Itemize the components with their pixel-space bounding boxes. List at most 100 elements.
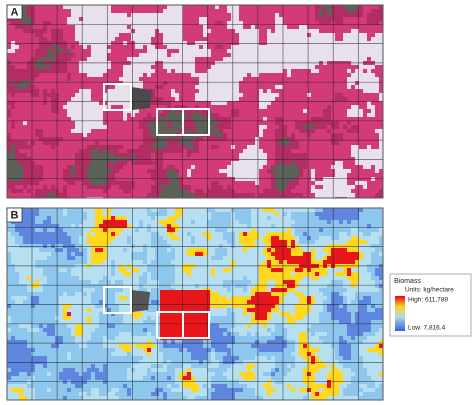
pixel: [95, 41, 99, 45]
pixel: [31, 25, 35, 29]
pixel: [379, 220, 383, 224]
pixel: [139, 41, 143, 45]
pixel: [131, 137, 135, 141]
pixel: [115, 129, 119, 133]
pixel: [91, 117, 95, 121]
pixel: [339, 77, 343, 81]
pixel: [199, 208, 203, 212]
pixel: [83, 45, 87, 49]
pixel: [143, 125, 147, 129]
pixel: [279, 49, 283, 53]
pixel: [87, 117, 91, 121]
pixel: [83, 85, 87, 89]
pixel: [311, 149, 315, 153]
pixel: [183, 29, 187, 33]
pixel: [263, 212, 267, 216]
pixel: [295, 193, 299, 197]
pixel: [207, 141, 211, 145]
pixel: [215, 21, 219, 25]
pixel: [15, 45, 19, 49]
pixel: [19, 109, 23, 113]
pixel: [351, 85, 355, 89]
pixel: [367, 141, 371, 145]
pixel: [303, 17, 307, 21]
pixel: [179, 37, 183, 41]
pixel: [87, 181, 91, 185]
pixel: [123, 53, 127, 57]
pixel: [7, 125, 11, 129]
pixel: [315, 33, 319, 37]
pixel: [179, 173, 183, 177]
pixel: [215, 53, 219, 57]
pixel: [223, 189, 227, 193]
pixel: [227, 220, 231, 224]
pixel: [35, 105, 39, 109]
pixel: [39, 85, 43, 89]
pixel: [147, 145, 151, 149]
pixel: [259, 125, 263, 129]
pixel: [179, 13, 183, 17]
pixel: [83, 185, 87, 189]
pixel: [99, 193, 103, 197]
pixel: [335, 141, 339, 145]
pixel: [131, 145, 135, 149]
pixel: [299, 5, 303, 9]
pixel: [135, 121, 139, 125]
pixel: [263, 165, 267, 169]
pixel: [167, 49, 171, 53]
pixel: [131, 69, 135, 73]
pixel: [183, 49, 187, 53]
pixel: [263, 109, 267, 113]
pixel: [203, 149, 207, 153]
pixel: [259, 141, 263, 145]
pixel: [239, 77, 243, 81]
pixel: [171, 77, 175, 81]
pixel: [203, 141, 207, 145]
pixel: [255, 105, 259, 109]
pixel: [167, 17, 171, 21]
pixel: [15, 25, 19, 29]
pixel: [227, 5, 231, 9]
pixel: [235, 73, 239, 77]
pixel: [359, 145, 363, 149]
pixel: [27, 37, 31, 41]
pixel: [295, 5, 299, 9]
pixel: [35, 21, 39, 25]
pixel: [315, 21, 319, 25]
pixel: [159, 165, 163, 169]
pixel: [319, 109, 323, 113]
pixel: [259, 212, 263, 216]
pixel: [351, 41, 355, 45]
pixel: [343, 81, 347, 85]
pixel: [59, 69, 63, 73]
pixel: [211, 93, 215, 97]
pixel: [299, 173, 303, 177]
pixel: [7, 41, 11, 45]
pixel: [287, 33, 291, 37]
pixel: [31, 65, 35, 69]
pixel: [147, 13, 151, 17]
pixel: [163, 37, 167, 41]
pixel: [39, 21, 43, 25]
pixel: [239, 220, 243, 224]
pixel: [363, 117, 367, 121]
pixel: [39, 129, 43, 133]
pixel: [339, 153, 343, 157]
pixel: [367, 77, 371, 81]
pixel: [259, 220, 263, 224]
pixel: [183, 65, 187, 69]
pixel: [83, 105, 87, 109]
pixel: [259, 89, 263, 93]
pixel: [111, 77, 115, 81]
pixel: [71, 73, 75, 77]
pixel: [215, 5, 219, 9]
pixel: [195, 216, 199, 220]
pixel: [51, 49, 55, 53]
pixel: [75, 193, 79, 197]
pixel: [255, 129, 259, 133]
pixel: [299, 73, 303, 77]
pixel: [251, 97, 255, 101]
pixel: [119, 25, 123, 29]
pixel: [219, 25, 223, 29]
pixel: [351, 169, 355, 173]
